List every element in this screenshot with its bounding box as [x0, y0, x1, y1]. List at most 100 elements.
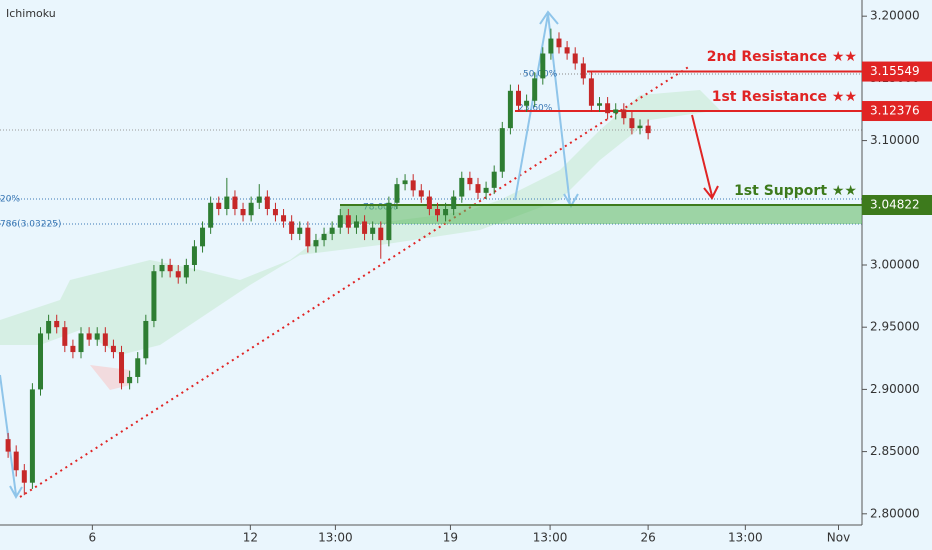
- candle-body: [410, 180, 416, 191]
- level-label: 1st Resistance ★★: [712, 89, 857, 105]
- x-tick-label: Nov: [827, 531, 850, 545]
- price-tag: [862, 101, 932, 122]
- x-tick-label: 12: [243, 531, 258, 545]
- ichimoku-cloud: [0, 90, 720, 355]
- candle-body: [588, 78, 594, 106]
- candle-body: [434, 209, 440, 216]
- y-tick-label: 3.00000: [870, 257, 920, 271]
- candle-body: [362, 221, 368, 234]
- candle-body: [451, 196, 457, 210]
- candle-body: [200, 227, 206, 247]
- candle-body: [621, 109, 627, 119]
- candle-body: [175, 271, 181, 278]
- x-tick-label: 26: [640, 531, 655, 545]
- price-tag: [862, 61, 932, 82]
- indicator-label: Ichimoku: [6, 7, 56, 20]
- candle-body: [637, 125, 643, 129]
- candle-body: [272, 209, 278, 216]
- candle-body: [418, 190, 424, 197]
- level-label: 1st Support ★★: [734, 183, 857, 199]
- support-zone: [340, 204, 862, 224]
- candle-body: [580, 63, 586, 79]
- candle-body: [29, 389, 35, 483]
- candle-body: [597, 103, 603, 106]
- price-tag: [862, 194, 932, 215]
- candle-body: [572, 53, 578, 64]
- candle-body: [62, 327, 68, 346]
- candle-body: [224, 196, 230, 210]
- candle-body: [515, 90, 521, 106]
- candle-body: [151, 271, 157, 321]
- y-tick-label: 2.85000: [870, 444, 920, 458]
- candle-body: [645, 125, 651, 134]
- candle-body: [629, 118, 635, 129]
- candle-body: [110, 345, 116, 353]
- x-tick-label: 13:00: [728, 531, 763, 545]
- candle-body: [94, 333, 100, 340]
- candle-body: [305, 227, 311, 247]
- price-tag-label: 3.12376: [870, 104, 920, 118]
- candle-body: [605, 103, 611, 114]
- candle-body: [119, 352, 125, 384]
- candle-body: [289, 221, 295, 234]
- candle-body: [564, 47, 570, 54]
- candle-body: [378, 227, 384, 241]
- candle-body: [191, 246, 197, 265]
- candle-body: [78, 333, 84, 353]
- x-tick-label: 6: [89, 531, 97, 545]
- candle-body: [102, 333, 108, 346]
- candle-body: [459, 177, 465, 197]
- candle-body: [475, 184, 481, 193]
- candle-body: [329, 227, 335, 234]
- candle-body: [143, 320, 149, 359]
- candle-body: [86, 333, 92, 340]
- candle-body: [353, 221, 359, 228]
- candle-body: [240, 209, 246, 216]
- candle-body: [556, 38, 562, 48]
- candle-body: [507, 90, 513, 129]
- candle-body: [13, 451, 19, 471]
- x-tick-label: 13:00: [318, 531, 353, 545]
- price-tag-label: 3.04822: [870, 197, 920, 211]
- y-tick-label: 2.80000: [870, 506, 920, 520]
- candle-body: [46, 320, 52, 334]
- candle-body: [443, 209, 449, 216]
- candle-body: [499, 128, 505, 172]
- x-tick-label: 19: [443, 531, 458, 545]
- y-tick-label: 3.10000: [870, 133, 920, 147]
- candle-body: [54, 320, 60, 328]
- fib-label: 786(3.03225): [0, 220, 61, 230]
- candle-body: [281, 215, 287, 222]
- candle-body: [232, 196, 238, 210]
- candle-body: [70, 345, 76, 353]
- candle-body: [467, 177, 473, 185]
- candle-body: [135, 358, 141, 377]
- y-tick-label: 2.95000: [870, 320, 920, 334]
- candle-body: [548, 38, 554, 54]
- candle-body: [297, 227, 303, 234]
- candle-body: [483, 187, 489, 193]
- candle-body: [183, 264, 189, 278]
- candle-body: [524, 100, 530, 106]
- projection-arrow: [691, 114, 719, 200]
- candle-body: [394, 184, 400, 203]
- candle-body: [216, 202, 222, 210]
- candle-body: [256, 196, 262, 203]
- candle-body: [313, 240, 319, 247]
- candle-body: [426, 196, 432, 210]
- candle-body: [248, 202, 254, 216]
- level-label: 2nd Resistance ★★: [707, 49, 857, 65]
- candle-body: [5, 439, 11, 452]
- candle-body: [167, 264, 173, 272]
- candle-body: [613, 109, 619, 114]
- candle-body: [370, 227, 376, 234]
- candle-body: [159, 264, 165, 272]
- candle-body: [337, 215, 343, 228]
- y-tick-label: 3.20000: [870, 9, 920, 23]
- candle-body: [386, 202, 392, 241]
- fib-label: 20%: [0, 195, 20, 205]
- trend-line: [19, 65, 691, 498]
- candle-body: [491, 171, 497, 188]
- candle-body: [38, 333, 44, 390]
